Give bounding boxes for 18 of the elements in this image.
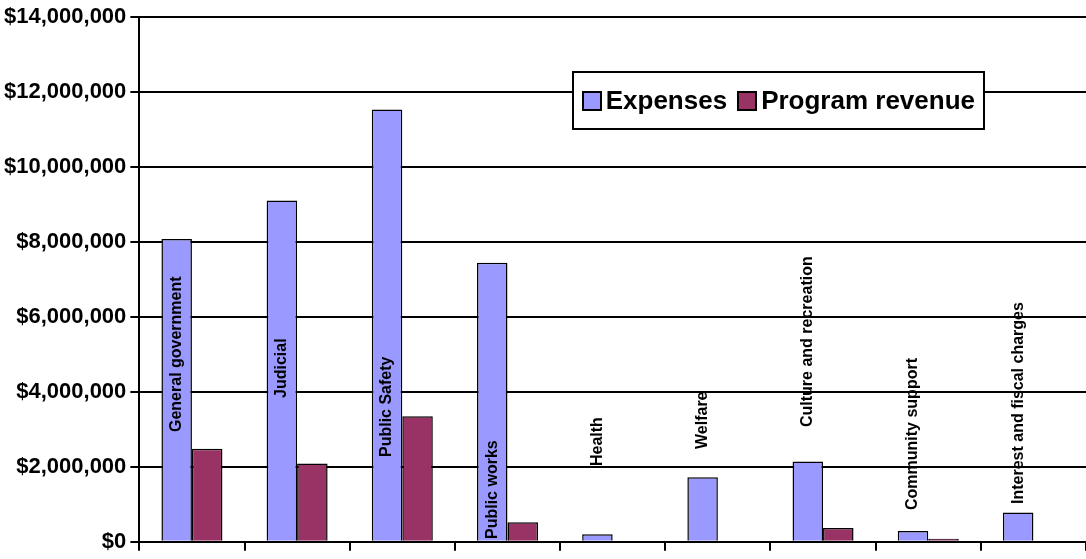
y-tick-label: $6,000,000: [16, 303, 127, 329]
x-tick-label: Judicial: [272, 338, 290, 398]
x-tick-label: Community support: [903, 357, 921, 510]
x-tick-label: Culture and recreation: [798, 256, 816, 427]
y-tick-label: $10,000,000: [4, 153, 127, 179]
y-tick-label: $2,000,000: [16, 452, 127, 478]
y-tick-label: $0: [101, 527, 127, 553]
y-tick-label: $14,000,000: [4, 3, 127, 29]
y-tick-label: $4,000,000: [16, 377, 127, 403]
x-tick-label: General government: [167, 275, 185, 432]
y-tick-label: $8,000,000: [16, 228, 127, 254]
x-tick-label: Public Safety: [377, 356, 395, 457]
y-tick-label: $12,000,000: [4, 78, 127, 104]
x-tick-label: Public works: [482, 440, 500, 539]
legend-label: Expenses: [605, 85, 728, 116]
x-tick-label: Welfare: [693, 391, 711, 449]
x-tick-label: Health: [587, 417, 605, 466]
legend-label: Program revenue: [761, 85, 975, 116]
